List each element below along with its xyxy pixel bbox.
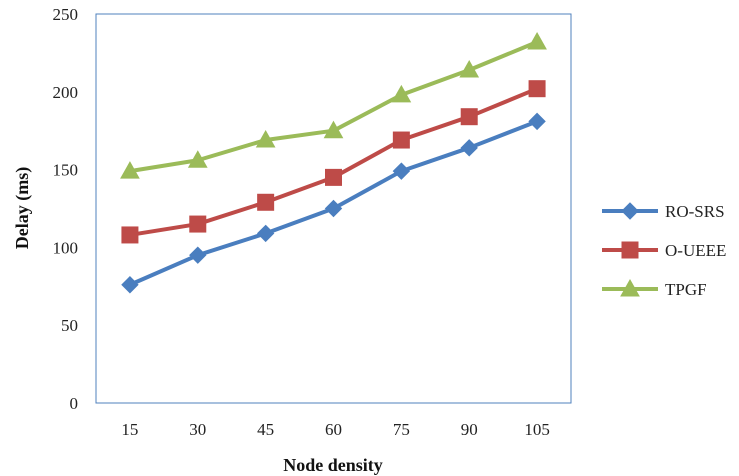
- legend-label: O-UEEE: [665, 241, 726, 260]
- data-point-o-ueee: [325, 168, 342, 186]
- x-tick-label: 60: [325, 420, 342, 439]
- x-tick-label: 30: [189, 420, 206, 439]
- legend-item-ro-srs: RO-SRS: [602, 202, 725, 221]
- series-layer: [120, 31, 547, 294]
- series-line-tpgf: [129, 40, 538, 174]
- y-tick-label: 50: [61, 316, 78, 335]
- plot-area-frame: [95, 13, 572, 404]
- x-tick-label: 45: [257, 420, 274, 439]
- y-tick-label: 0: [70, 394, 79, 413]
- y-tick-label: 150: [53, 161, 79, 180]
- data-point-ro-srs: [324, 199, 343, 218]
- series-tpgf: [120, 31, 547, 179]
- x-tick-label: 90: [461, 420, 478, 439]
- data-point-ro-srs: [189, 246, 207, 264]
- legend-item-tpgf: TPGF: [602, 278, 707, 299]
- y-tick-label: 100: [53, 238, 79, 257]
- data-point-tpgf: [120, 161, 140, 179]
- data-point-ro-srs: [121, 276, 139, 294]
- legend-label: TPGF: [665, 280, 707, 299]
- series-ro-srs: [121, 112, 546, 294]
- legend-marker: [621, 241, 639, 259]
- legend-marker: [621, 202, 639, 220]
- x-tick-label: 75: [393, 420, 410, 439]
- data-point-tpgf: [187, 150, 208, 168]
- data-point-tpgf: [323, 120, 344, 139]
- x-axis-title: Node density: [283, 455, 383, 475]
- x-tick-label: 105: [524, 420, 550, 439]
- legend-item-o-ueee: O-UEEE: [602, 241, 726, 260]
- data-point-tpgf: [255, 130, 276, 148]
- y-tick-label: 200: [53, 83, 79, 102]
- legend-marker: [620, 278, 640, 297]
- y-axis-title: Delay (ms): [12, 167, 33, 249]
- data-point-ro-srs: [392, 162, 411, 180]
- data-point-o-ueee: [257, 193, 275, 211]
- data-point-o-ueee: [460, 108, 478, 126]
- data-point-ro-srs: [528, 112, 546, 131]
- data-point-o-ueee: [189, 215, 207, 233]
- data-point-o-ueee: [392, 131, 410, 149]
- data-point-o-ueee: [121, 226, 139, 244]
- data-point-o-ueee: [528, 80, 546, 98]
- legend: RO-SRS O-UEEE TPGF: [602, 202, 726, 299]
- y-tick-label: 250: [53, 5, 79, 24]
- data-point-tpgf: [527, 31, 547, 50]
- series-o-ueee: [121, 80, 546, 244]
- data-point-tpgf: [459, 59, 480, 78]
- x-axis-ticks: 15 30 45 60 75 90 105: [121, 420, 549, 439]
- x-tick-label: 15: [121, 420, 138, 439]
- data-point-ro-srs: [256, 224, 275, 243]
- data-point-ro-srs: [460, 139, 478, 157]
- data-point-tpgf: [391, 84, 412, 103]
- y-axis-ticks: 0 50 100 150 200 250: [53, 5, 79, 413]
- legend-label: RO-SRS: [665, 202, 725, 221]
